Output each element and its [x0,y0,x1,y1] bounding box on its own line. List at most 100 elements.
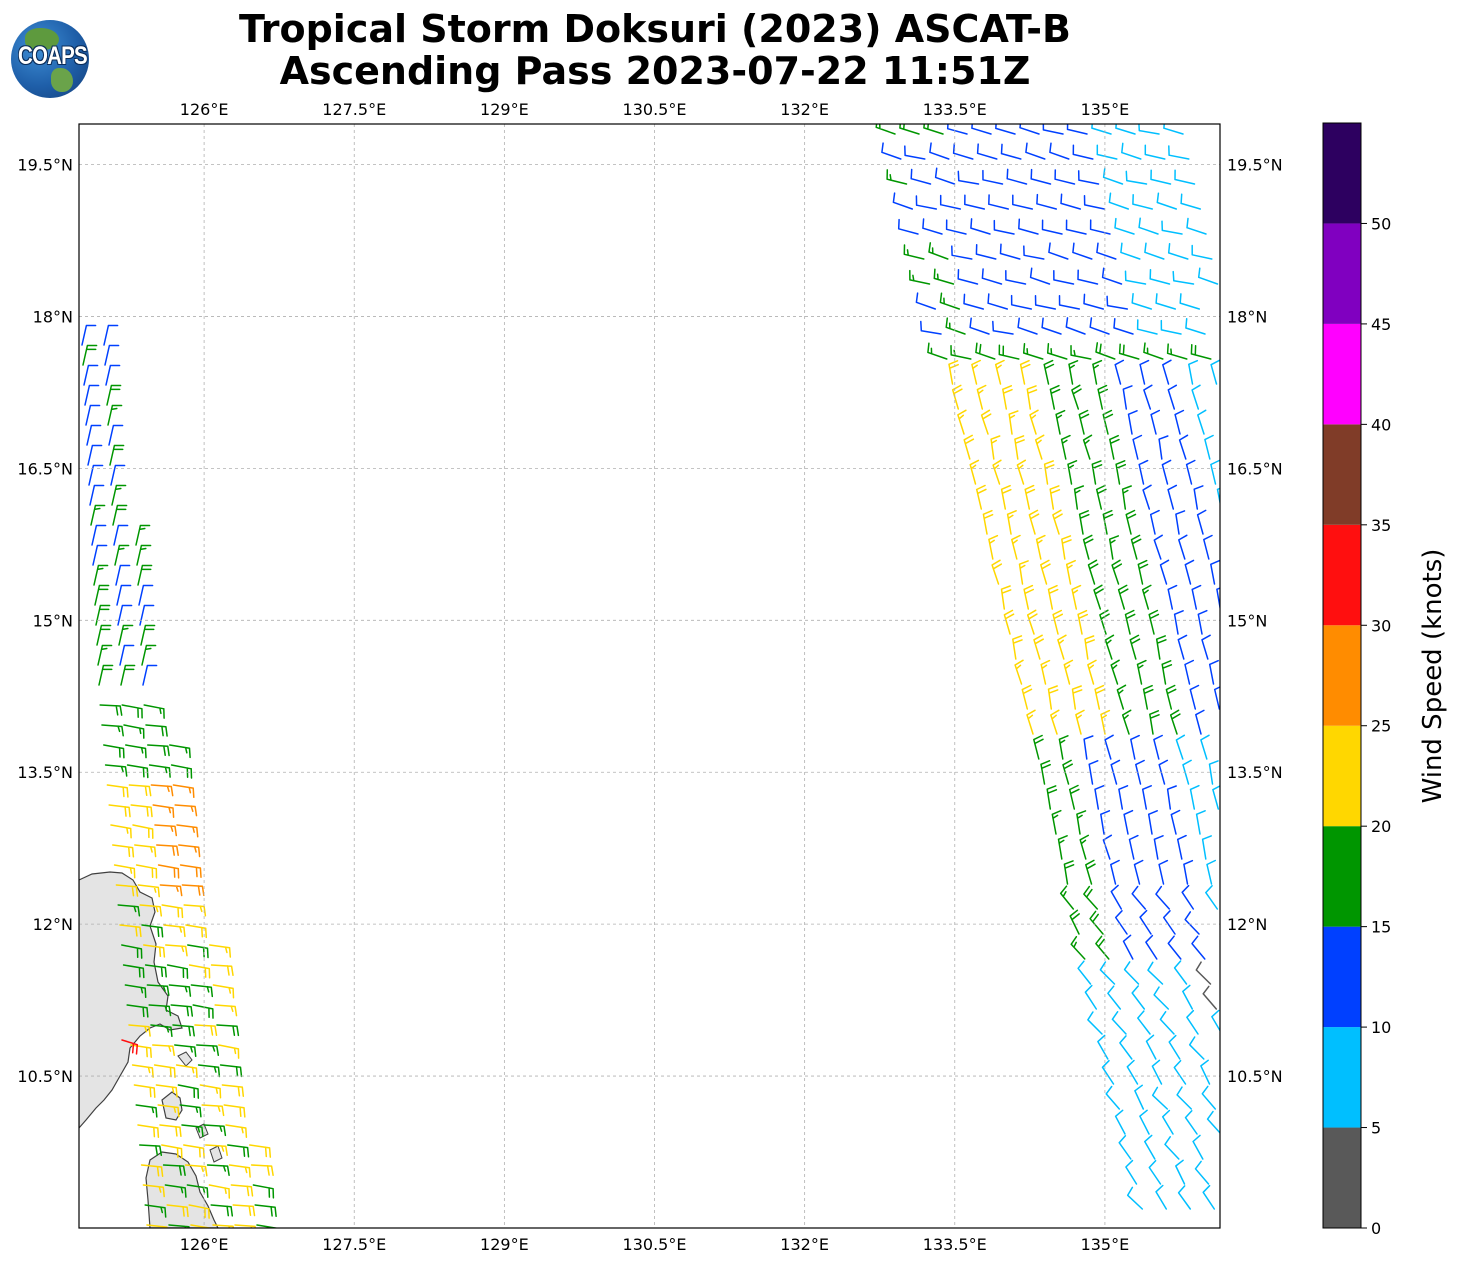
wind-barb [1018,218,1039,235]
wind-barb [1114,910,1128,935]
wind-barb [1040,659,1051,685]
wind-barb [992,320,1014,335]
map-frame [78,123,1221,1229]
wind-barb [124,984,147,999]
wind-barb [1071,584,1082,610]
wind-barb [132,824,154,839]
wind-barb [1006,168,1028,185]
wind-barb [115,564,131,586]
wind-barb [136,544,152,566]
colorbar-tick-label: 25 [1371,717,1391,736]
wind-barb [225,1124,248,1138]
wind-barb [1139,359,1150,385]
wind-barb [1143,342,1164,360]
lon-tick-label-bottom: 126°E [180,1235,229,1254]
wind-barb [1046,785,1058,810]
wind-barb [1168,1034,1181,1060]
wind-barb [1025,142,1046,160]
logo-landmass-north [25,28,59,50]
wind-barb [1213,686,1220,710]
wind-barb [143,704,165,719]
wind-barb [1113,317,1134,335]
wind-barb [1175,734,1186,760]
wind-barb [957,409,967,435]
wind-barb [168,984,192,997]
wind-barb [1188,1036,1205,1060]
wind-barb [84,384,100,406]
wind-barb [1131,985,1146,1010]
lat-tick-label-right: 13.5°N [1227,763,1283,782]
wind-barb [1002,385,1013,410]
wind-barb [1186,217,1207,235]
wind-barb [886,169,908,185]
wind-barb [126,764,149,779]
wind-barb [964,194,986,210]
wind-barb [1200,734,1210,760]
wind-barb [1091,124,1112,135]
wind-barb [939,292,961,310]
colorbar-tick-label: 40 [1371,415,1391,434]
wind-barb [927,342,948,360]
land-islet-1 [177,1051,193,1067]
wind-barb [1022,343,1044,360]
wind-barb [1021,684,1033,710]
wind-barb [1159,559,1170,585]
wind-barb [190,984,214,998]
wind-barb [1156,192,1178,210]
wind-barb [178,844,201,858]
wind-barb [1130,734,1140,760]
lat-tick-label-left: 10.5°N [17,1067,73,1086]
wind-barb [1150,409,1161,435]
wind-barb [184,1164,208,1177]
wind-barb [1139,909,1152,935]
wind-barb [963,434,975,460]
wind-barb [1052,609,1064,635]
wind-barb [1164,1136,1180,1160]
wind-barb [1177,634,1188,660]
wind-barb [104,344,120,366]
wind-barb [126,1004,149,1018]
wind-barb [117,604,133,626]
wind-barb [1059,885,1075,910]
wind-barb [1175,510,1186,535]
wind-barb [1053,269,1075,285]
wind-barb [159,1124,182,1138]
wind-barb [1139,1109,1150,1135]
wind-barb [135,864,158,879]
wind-barb [988,194,1010,210]
wind-barb [1054,169,1076,185]
wind-barb [934,167,956,185]
wind-barb [1121,709,1132,735]
wind-barb [1077,170,1100,185]
wind-barb [95,604,111,626]
wind-barb [106,784,129,798]
wind-barb [1118,343,1140,360]
wind-barb [1071,685,1083,710]
wind-barb [1107,985,1122,1010]
wind-barb [210,1204,234,1217]
wind-barb [1211,1009,1220,1033]
wind-barb [1005,269,1027,285]
wind-barb [1201,835,1212,860]
wind-barb [1092,359,1103,385]
wind-barb [951,384,963,410]
wind-barb [1161,459,1172,485]
wind-barb [1014,435,1025,460]
colorbar-tick-label: 20 [1371,817,1391,836]
wind-barb [214,1004,238,1017]
wind-barb [82,344,98,366]
wind-barb [1130,534,1142,560]
wind-barb [1191,584,1202,610]
wind-barb [1073,485,1085,510]
wind-barb [1110,884,1123,910]
wind-barb [144,964,167,978]
title-line-2: Ascending Pass 2023-07-22 11:51Z [279,49,1031,93]
wind-barb [1123,809,1134,835]
wind-barb [101,724,124,737]
wind-barb [1017,317,1038,335]
wind-barb [990,435,1001,460]
lat-tick-label-right: 19.5°N [1227,156,1283,175]
wind-barb [1011,534,1021,560]
wind-barb [1202,985,1218,1010]
wind-barb [1034,434,1045,460]
